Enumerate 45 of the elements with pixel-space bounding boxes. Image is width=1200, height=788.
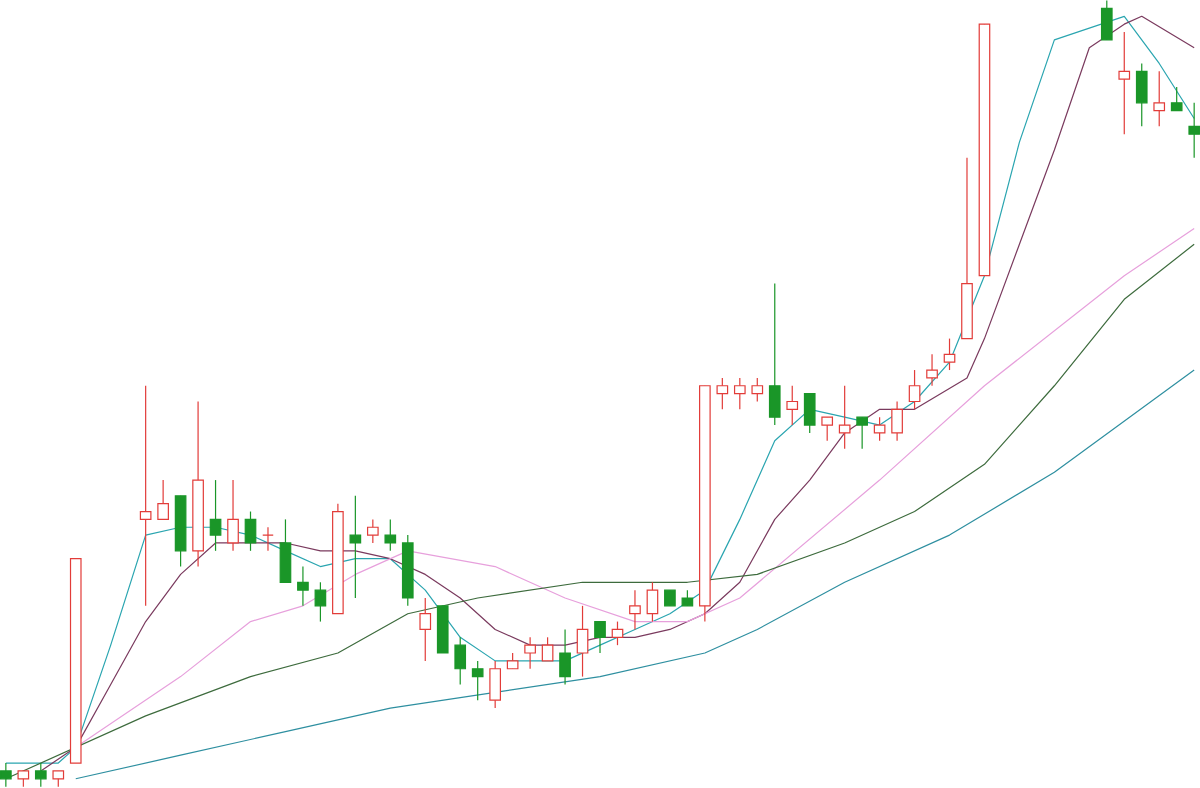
candlestick <box>838 385 851 450</box>
candlestick <box>1153 71 1166 128</box>
candlestick <box>716 377 729 411</box>
candlestick <box>1118 31 1131 136</box>
candlestick <box>873 416 886 442</box>
candlestick <box>803 393 816 434</box>
candlestick <box>227 479 239 552</box>
candlestick <box>856 416 868 450</box>
candlestick <box>157 479 169 521</box>
candlestick <box>768 283 781 427</box>
candlestick <box>436 605 449 654</box>
candlestick <box>34 762 47 788</box>
candlestick <box>279 519 292 584</box>
candlestick <box>786 385 799 427</box>
candlestick <box>297 566 309 607</box>
candlestick <box>559 629 571 686</box>
candlestick <box>524 637 536 670</box>
candlestick <box>349 495 362 599</box>
candlestick <box>454 637 467 686</box>
candlestick <box>209 479 222 552</box>
candlestick <box>541 637 554 662</box>
candlestick <box>0 762 12 788</box>
candlestick <box>1100 0 1113 41</box>
candlestick <box>611 621 624 647</box>
candlestick <box>384 519 397 552</box>
candlestick <box>366 519 379 544</box>
candlestick <box>576 605 589 678</box>
candlestick <box>646 582 659 623</box>
candlestick <box>821 416 834 442</box>
candlestick <box>471 660 484 702</box>
candlestick <box>629 589 641 631</box>
candlestick <box>908 369 921 411</box>
candlestick <box>262 527 274 552</box>
candlestick <box>926 354 938 387</box>
candlestick <box>594 621 606 654</box>
candlestick <box>943 338 956 372</box>
candlestick <box>489 660 502 710</box>
candlestick <box>419 597 432 662</box>
candlestick <box>751 377 764 403</box>
candlestick <box>891 401 903 442</box>
candlestick <box>139 385 152 607</box>
candlestick <box>314 582 327 623</box>
candlestick <box>1135 63 1148 128</box>
candlestick <box>733 377 746 411</box>
candlestick <box>244 511 257 552</box>
